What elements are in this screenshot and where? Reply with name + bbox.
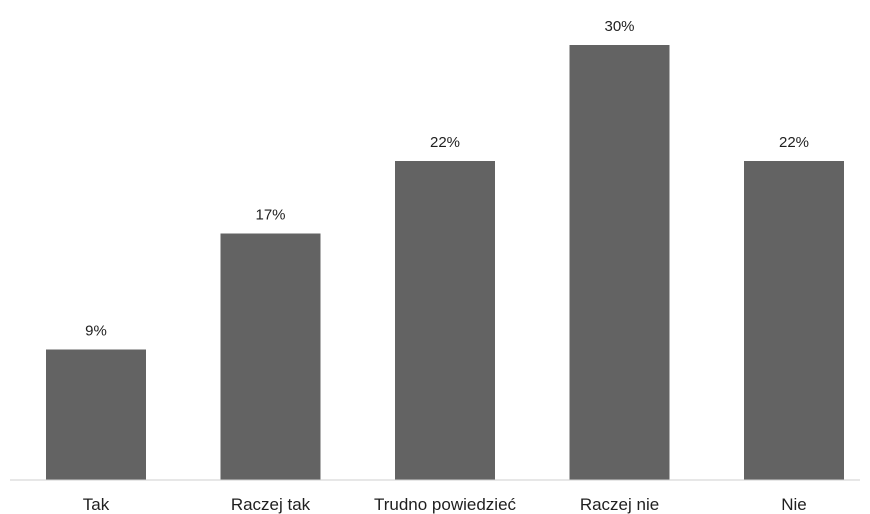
data-labels-layer: 9% 17% 22% 30% 22% — [85, 18, 809, 340]
data-label-1: 17% — [255, 207, 285, 224]
bar-3 — [569, 45, 670, 480]
category-label-1: Raczej tak — [231, 495, 311, 514]
bars-layer — [46, 45, 844, 480]
category-label-2: Trudno powiedzieć — [374, 495, 517, 514]
bar-2 — [395, 161, 495, 480]
data-label-2: 22% — [430, 134, 460, 151]
bar-0 — [46, 349, 146, 480]
bar-4 — [744, 161, 844, 480]
category-labels-layer: Tak Raczej tak Trudno powiedzieć Raczej nie… — [83, 495, 807, 514]
data-label-3: 30% — [604, 18, 634, 35]
category-label-4: Nie — [781, 495, 807, 514]
bar-1 — [220, 233, 321, 480]
category-label-3: Raczej nie — [580, 495, 659, 514]
category-label-0: Tak — [83, 495, 110, 514]
data-label-0: 9% — [85, 323, 107, 340]
data-label-4: 22% — [779, 134, 809, 151]
